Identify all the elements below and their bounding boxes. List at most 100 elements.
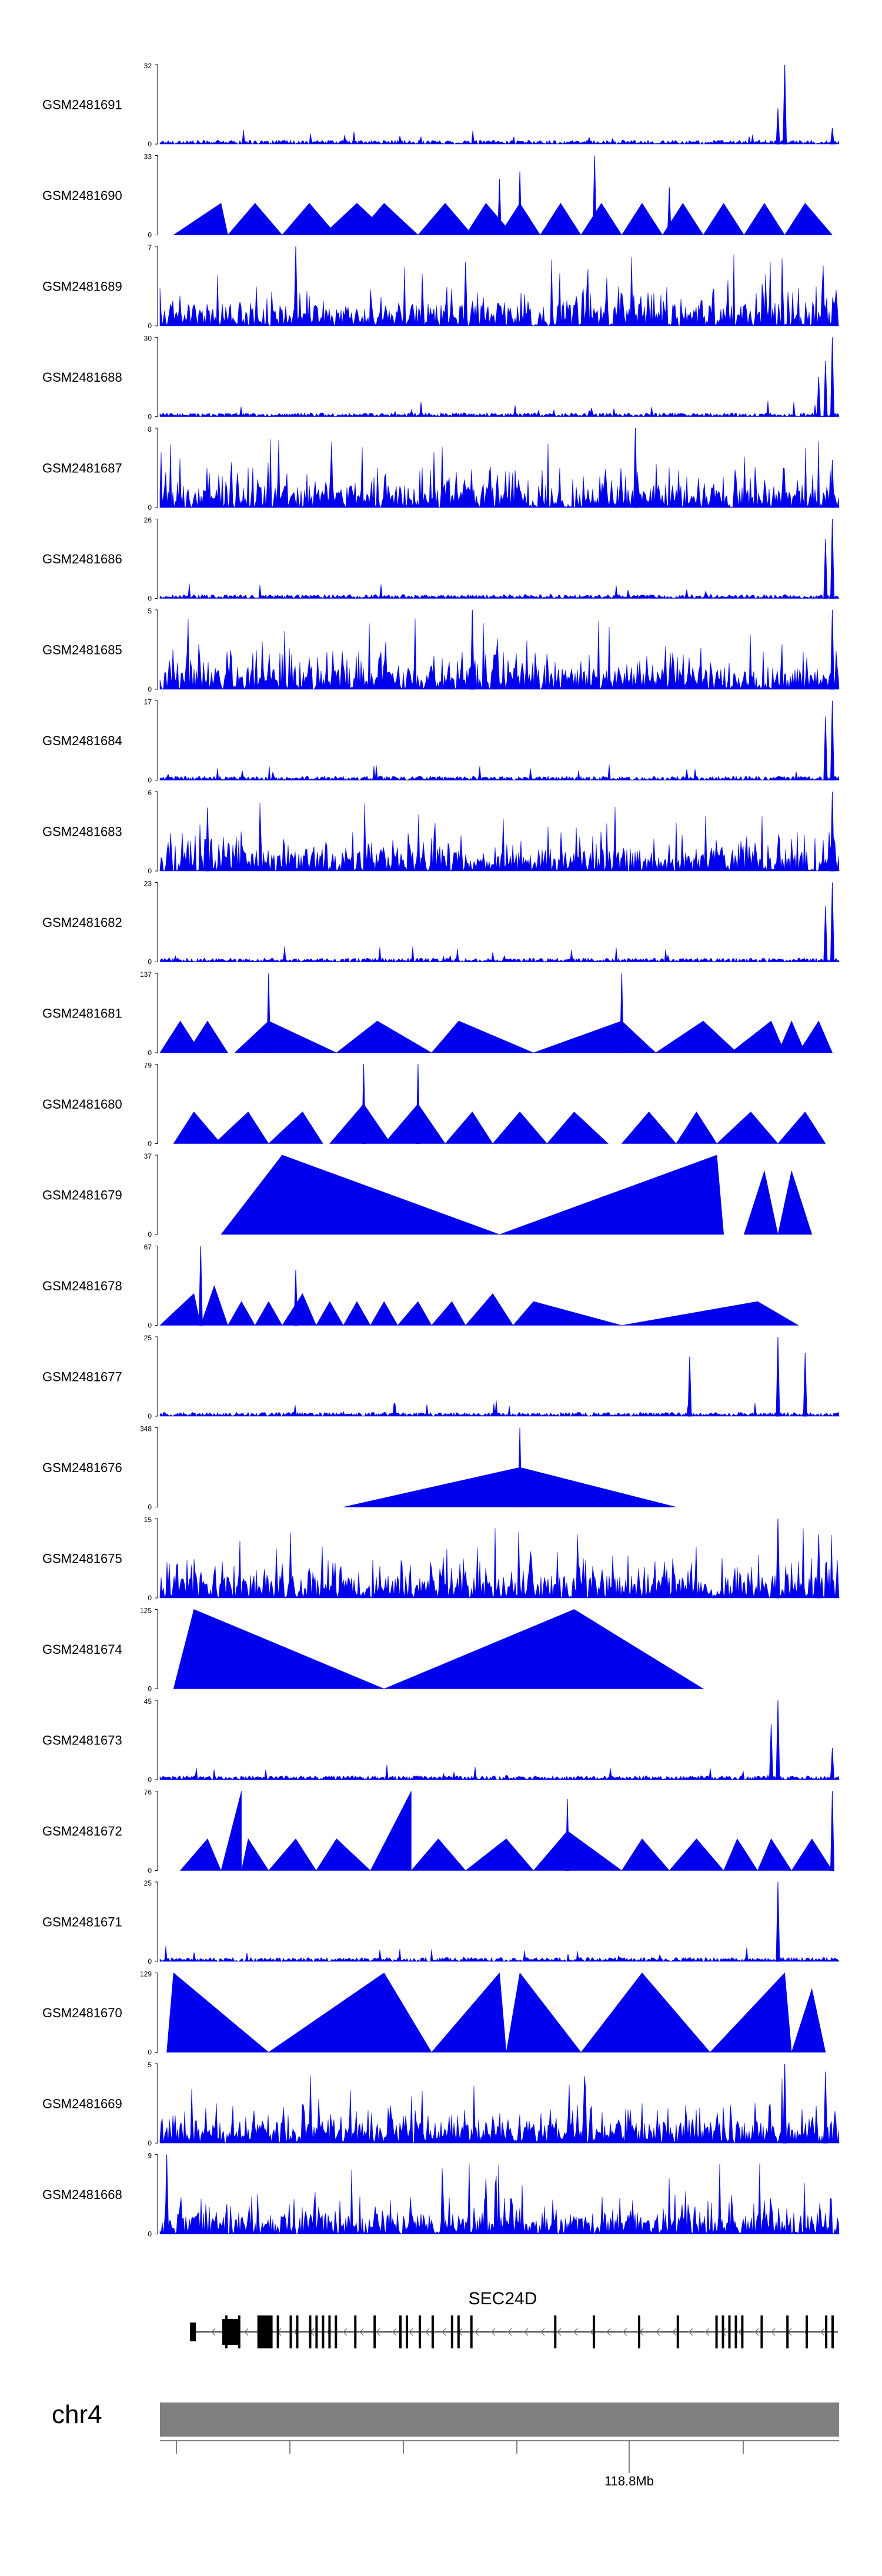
y-min-label: 0 (148, 1957, 152, 1966)
coverage-area (159, 1400, 840, 1417)
gene-exon (309, 2315, 312, 2348)
coverage-area (159, 1285, 799, 1326)
track-GSM2481679: GSM2481679 37 0 (42, 1152, 813, 1239)
gene-exon (419, 2315, 421, 2348)
gene-model: SEC24D (190, 2289, 838, 2348)
track-GSM2481687: GSM2481687 8 0 (42, 425, 840, 512)
y-max-label: 26 (144, 516, 152, 525)
y-min-label: 0 (148, 776, 152, 785)
coverage-peak (783, 2063, 787, 2144)
chromosome-label: chr4 (52, 2400, 102, 2429)
y-max-label: 5 (148, 2061, 152, 2069)
gene-exon (721, 2315, 724, 2348)
coverage-area (159, 618, 840, 690)
coverage-peak (783, 64, 787, 145)
y-max-label: 33 (144, 153, 152, 161)
strand-arrow (573, 2328, 578, 2336)
coverage-peak (293, 1269, 298, 1326)
coverage-peak (619, 973, 624, 1053)
gene-exon (276, 2315, 279, 2348)
coverage-area (220, 1154, 813, 1235)
chromosome-bar (160, 2403, 839, 2437)
y-max-label: 79 (144, 1062, 152, 1070)
track-label: GSM2481682 (42, 915, 122, 930)
gene-exon (741, 2315, 744, 2348)
strand-arrow (343, 2328, 348, 2336)
gene-exon (399, 2315, 402, 2348)
y-max-label: 15 (144, 1516, 152, 1524)
track-GSM2481686: GSM2481686 26 0 (42, 516, 840, 603)
track-label: GSM2481677 (42, 1370, 122, 1384)
y-min-label: 0 (148, 2048, 152, 2057)
y-max-label: 125 (140, 1607, 152, 1615)
track-GSM2481678: GSM2481678 67 0 (42, 1243, 799, 1330)
track-label: GSM2481674 (42, 1642, 122, 1657)
coverage-area (159, 946, 840, 963)
coverage-area (179, 1791, 833, 1871)
coverage-area (159, 1764, 840, 1780)
gene-exon (637, 2315, 640, 2348)
y-min-label: 0 (148, 1594, 152, 1602)
coverage-peak (667, 187, 671, 235)
coverage-peak (830, 1791, 835, 1871)
strand-arrow (507, 2328, 512, 2336)
gene-exon (786, 2315, 789, 2348)
gene-exon (760, 2315, 763, 2348)
coverage-peak (483, 2178, 488, 2234)
track-label: GSM2481685 (42, 643, 122, 658)
gene-exon (431, 2315, 434, 2348)
y-max-label: 45 (144, 1697, 152, 1706)
strand-arrow (672, 2328, 677, 2336)
gene-exon (263, 2315, 272, 2348)
gene-exon (554, 2315, 557, 2348)
coverage-peak (633, 428, 638, 508)
y-max-label: 25 (144, 1334, 152, 1342)
y-min-label: 0 (148, 322, 152, 330)
y-max-label: 76 (144, 1788, 152, 1797)
coverage-peak (830, 1747, 835, 1780)
coverage-peak (198, 1246, 203, 1326)
coverage-peak (470, 609, 475, 690)
gene-exon (734, 2315, 737, 2348)
y-max-label: 137 (140, 970, 152, 979)
gene-exon (728, 2315, 731, 2348)
coverage-peak (776, 108, 780, 145)
track-label: GSM2481689 (42, 279, 122, 294)
track-GSM2481668: GSM2481668 9 0 (42, 2152, 840, 2238)
track-GSM2481671: GSM2481671 25 0 (42, 1879, 840, 1966)
y-min-label: 0 (148, 1140, 152, 1148)
y-min-label: 0 (148, 867, 152, 875)
y-max-label: 129 (140, 1970, 152, 1978)
coverage-peak (823, 2071, 828, 2144)
gene-exon (270, 2315, 273, 2348)
coverage-peak (776, 1336, 780, 1417)
coverage-area (343, 1467, 676, 1507)
track-GSM2481688: GSM2481688 30 0 (42, 335, 840, 421)
track-label: GSM2481673 (42, 1733, 122, 1748)
track-GSM2481691: GSM2481691 32 0 (42, 62, 840, 148)
strand-arrow (524, 2328, 529, 2336)
strand-arrow (425, 2328, 430, 2336)
coverage-peak (830, 609, 835, 690)
coverage-peak (776, 1700, 780, 1780)
y-max-label: 32 (144, 62, 152, 70)
track-label: GSM2481688 (42, 370, 122, 385)
gene-exon (406, 2315, 408, 2348)
strand-arrow (244, 2328, 249, 2336)
strand-arrow (491, 2328, 496, 2336)
gene-name-label: SEC24D (469, 2289, 537, 2308)
track-label: GSM2481690 (42, 188, 122, 203)
y-max-label: 30 (144, 335, 152, 343)
strand-arrow (475, 2328, 479, 2336)
coverage-peak (497, 179, 502, 235)
y-min-label: 0 (148, 1412, 152, 1420)
strand-arrow (754, 2328, 759, 2336)
coverage-peak (293, 246, 298, 326)
y-max-label: 348 (140, 1425, 152, 1433)
coverage-peak (803, 1352, 807, 1417)
gene-exon (322, 2315, 325, 2348)
track-label: GSM2481683 (42, 825, 122, 839)
y-min-label: 0 (148, 231, 152, 239)
coverage-peak (823, 361, 828, 417)
